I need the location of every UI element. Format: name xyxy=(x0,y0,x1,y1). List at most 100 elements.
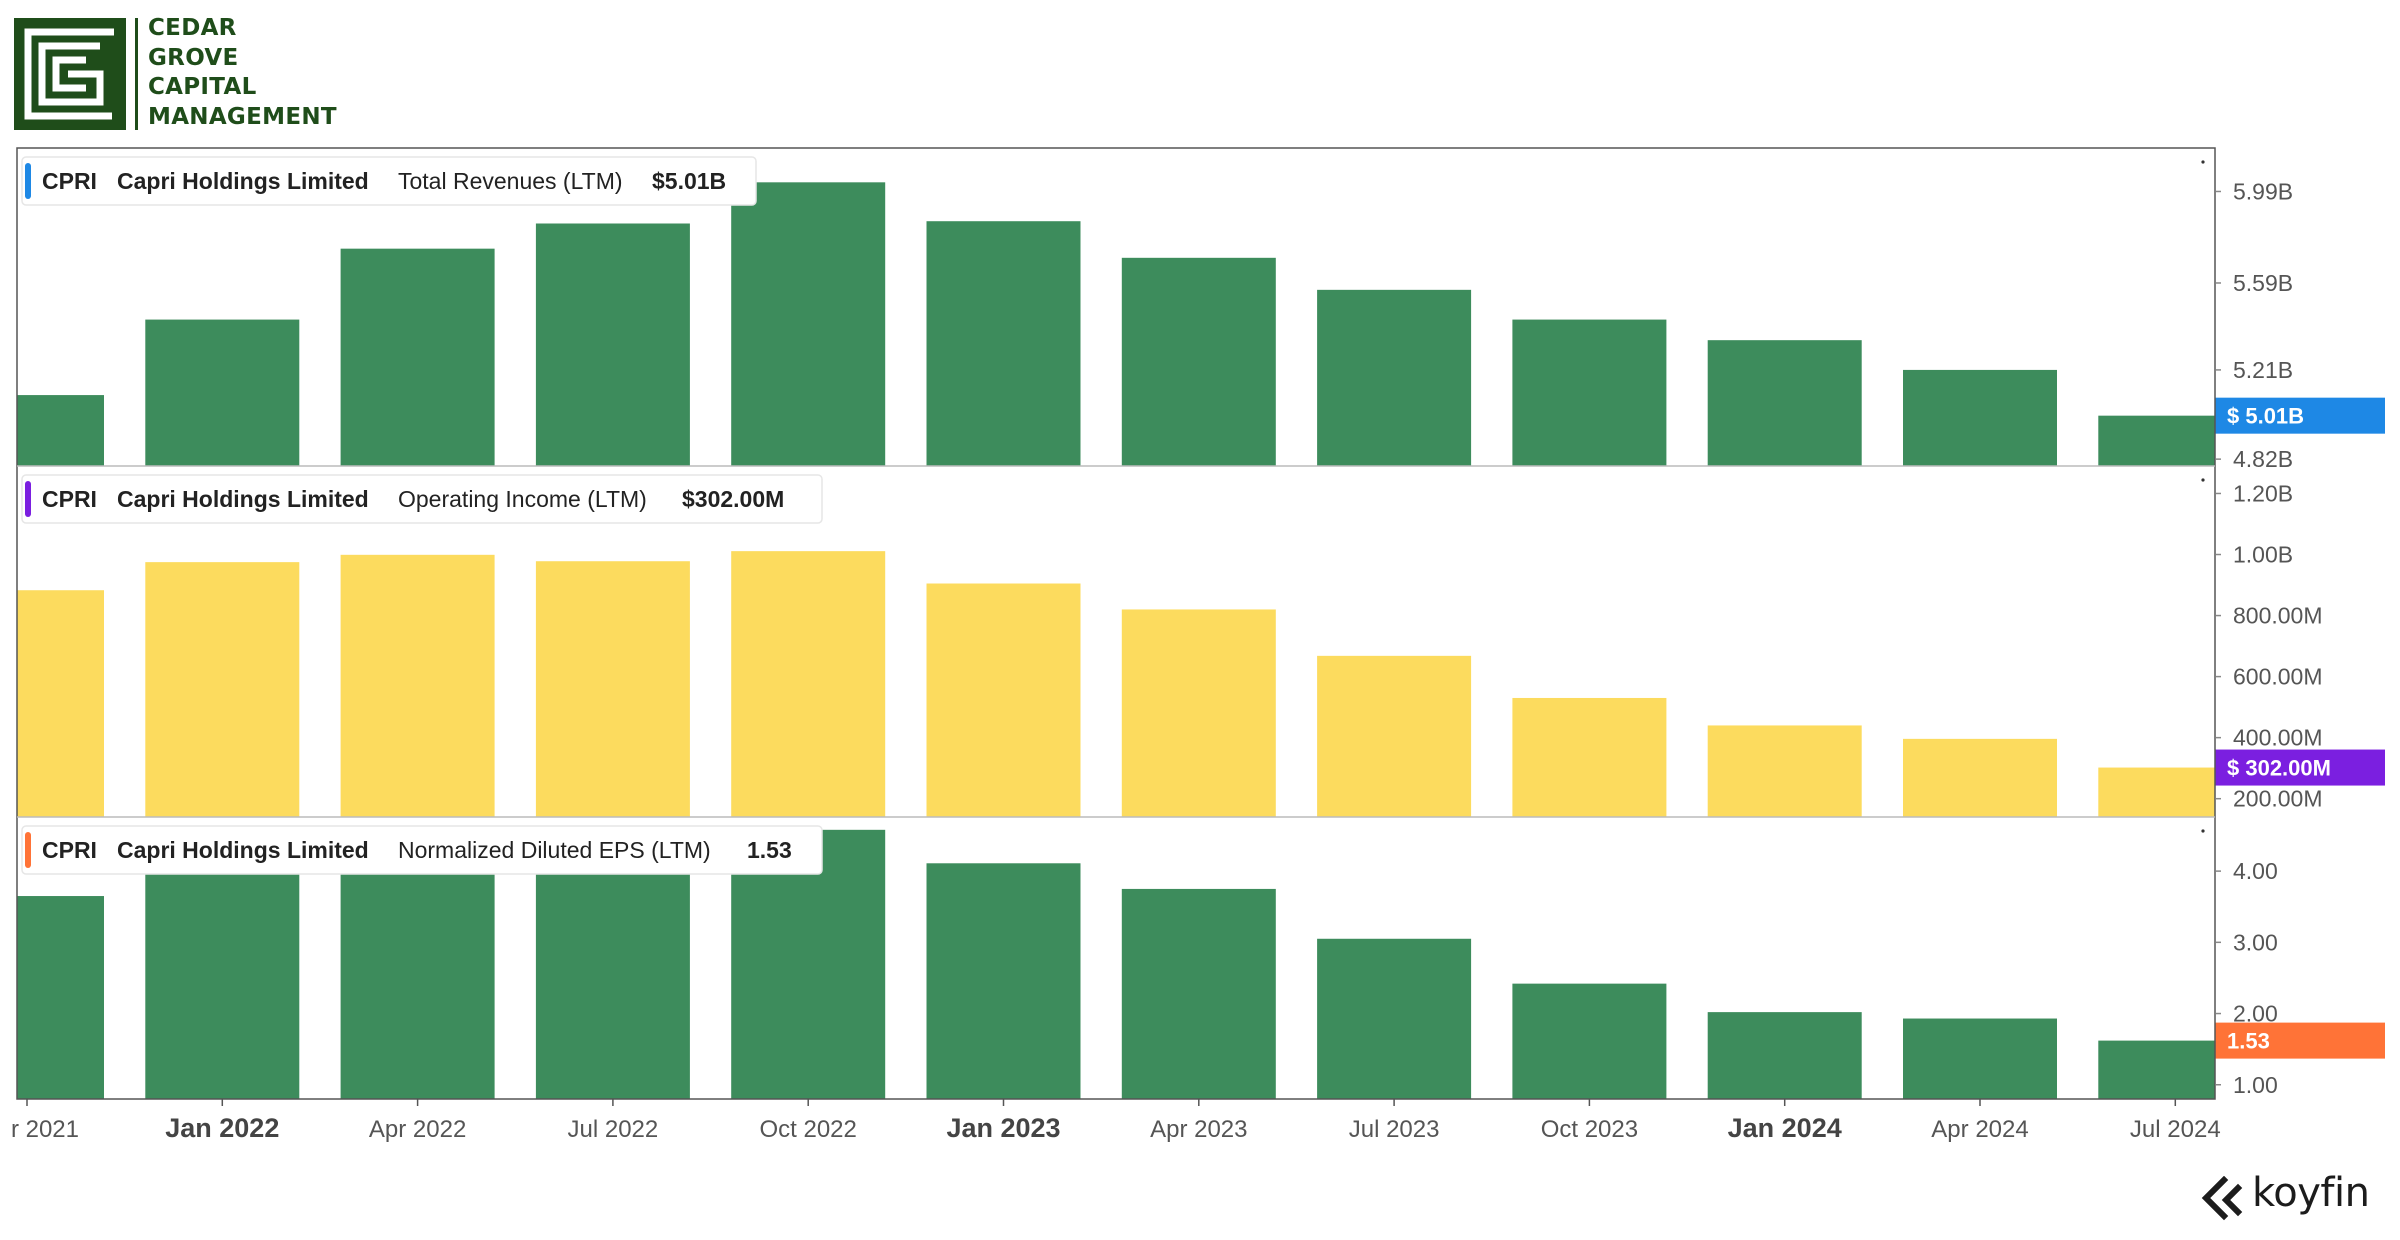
bar xyxy=(926,863,1081,1099)
x-tick-label: Jan 2024 xyxy=(1728,1113,1842,1143)
bar xyxy=(535,561,690,817)
panel-menu-dot xyxy=(2201,829,2205,833)
cedar-grove-logo: CEDAR GROVE CAPITAL MANAGEMENT xyxy=(14,14,374,132)
x-tick-label: r 2021 xyxy=(11,1116,79,1143)
logo-line: CAPITAL xyxy=(148,74,257,100)
y-tick-label: 400.00M xyxy=(2233,725,2323,751)
bar xyxy=(1707,725,1862,817)
panel-3: 1.00 2.00 3.00 4.00 1.53 CPRI Capri Holdings L… xyxy=(17,825,2385,1099)
panel-menu-dot xyxy=(2201,160,2205,164)
koyfin-watermark: koyfin xyxy=(2200,1168,2390,1224)
legend-company: Capri Holdings Limited xyxy=(117,486,369,512)
logo-divider xyxy=(135,18,138,130)
legend-box: CPRI Capri Holdings Limited Operating Inco… xyxy=(21,474,823,524)
cedar-grove-logo-icon xyxy=(14,18,126,130)
legend-frame xyxy=(21,825,823,875)
logo-line: CEDAR xyxy=(148,15,237,41)
x-tick-label: Oct 2022 xyxy=(759,1116,856,1143)
logo-wordmark: CEDAR GROVE CAPITAL MANAGEMENT xyxy=(148,14,337,132)
bar xyxy=(2098,1040,2215,1099)
price-tag xyxy=(2215,749,2385,786)
x-tick-label: Apr 2023 xyxy=(1150,1116,1247,1143)
logo-line: MANAGEMENT xyxy=(148,103,337,130)
x-tick-label: Jul 2023 xyxy=(1349,1116,1440,1143)
legend-box: CPRI Capri Holdings Limited Normalized Dil… xyxy=(21,825,823,875)
bar xyxy=(145,319,300,466)
legend-company: Capri Holdings Limited xyxy=(117,168,369,194)
bar xyxy=(1317,289,1472,466)
bar xyxy=(340,248,495,466)
y-tick-label: 5.99B xyxy=(2233,178,2293,204)
bar xyxy=(340,554,495,817)
bar xyxy=(1121,888,1276,1099)
x-tick-label: Jan 2023 xyxy=(946,1113,1060,1143)
logo-line: GROVE xyxy=(148,44,239,71)
bar xyxy=(1121,257,1276,466)
bar xyxy=(1707,1012,1862,1099)
bar xyxy=(1707,340,1862,466)
price-tag-label: $ 302.00M xyxy=(2227,756,2331,781)
legend-ticker: CPRI xyxy=(42,837,97,863)
bar xyxy=(145,562,300,817)
y-tick-label: 1.00B xyxy=(2233,542,2293,568)
x-tick-label: Jan 2022 xyxy=(165,1113,279,1143)
price-tag-label: $ 5.01B xyxy=(2227,404,2304,429)
y-tick-label: 3.00 xyxy=(2233,929,2278,955)
y-tick-label: 200.00M xyxy=(2233,786,2323,812)
bar xyxy=(1317,655,1472,817)
legend-box: CPRI Capri Holdings Limited Total Revenues… xyxy=(21,156,757,206)
y-tick-label: 4.00 xyxy=(2233,858,2278,884)
bars xyxy=(17,182,2215,466)
panel-menu-dot xyxy=(2201,478,2205,482)
y-tick-label: 1.00 xyxy=(2233,1072,2278,1098)
price-tag xyxy=(2215,1022,2385,1059)
bar xyxy=(1512,983,1667,1099)
legend-latest-value: $5.01B xyxy=(652,168,726,194)
legend-color-marker xyxy=(25,832,31,868)
bar xyxy=(340,855,495,1099)
bar xyxy=(731,182,886,466)
bar xyxy=(1903,1018,2057,1099)
y-tick-label: 4.82B xyxy=(2233,446,2293,472)
bar xyxy=(731,551,886,817)
x-tick-label: Oct 2023 xyxy=(1541,1116,1638,1143)
y-tick-label: 2.00 xyxy=(2233,1001,2278,1027)
bar xyxy=(2098,415,2215,466)
legend-metric: Total Revenues (LTM) xyxy=(398,168,623,194)
legend-ticker: CPRI xyxy=(42,486,97,512)
bar xyxy=(145,861,300,1099)
legend-latest-value: $302.00M xyxy=(682,486,784,512)
koyfin-logo-icon xyxy=(2201,1176,2243,1221)
panel-1: 4.82B 5.21B 5.59B 5.99B $ 5.01B CPRI Capri Hol… xyxy=(17,156,2385,472)
y-tick-label: 800.00M xyxy=(2233,603,2323,629)
x-axis: r 2021 Jan 2022 Apr 2022 Jul 2022 Oct 2022 Ja… xyxy=(11,1099,2221,1143)
bar xyxy=(535,223,690,466)
legend-ticker: CPRI xyxy=(42,168,97,194)
x-tick-label: Apr 2022 xyxy=(369,1116,466,1143)
bar xyxy=(17,590,104,817)
bars xyxy=(17,829,2215,1099)
legend-color-marker xyxy=(25,481,31,517)
y-tick-label: 600.00M xyxy=(2233,664,2323,690)
price-tag xyxy=(2215,397,2385,434)
bars xyxy=(17,551,2215,817)
bar xyxy=(17,896,104,1099)
legend-latest-value: 1.53 xyxy=(747,837,792,863)
legend-metric: Normalized Diluted EPS (LTM) xyxy=(398,837,711,863)
legend-frame xyxy=(21,156,757,206)
koyfin-wordmark: koyfin xyxy=(2252,1170,2370,1216)
y-tick-label: 5.59B xyxy=(2233,270,2293,296)
price-tag-label: 1.53 xyxy=(2227,1029,2270,1054)
legend-company: Capri Holdings Limited xyxy=(117,837,369,863)
panel-2: 200.00M 400.00M 600.00M 800.00M 1.00B 1.20B $ … xyxy=(17,474,2385,817)
x-tick-label: Jul 2024 xyxy=(2130,1116,2221,1143)
bar xyxy=(2098,767,2215,817)
bar xyxy=(1317,938,1472,1099)
x-tick-label: Jul 2022 xyxy=(568,1116,659,1143)
legend-color-marker xyxy=(25,163,31,199)
legend-frame xyxy=(21,474,823,524)
chart-frame xyxy=(16,147,2216,1100)
bar xyxy=(1512,319,1667,466)
bar xyxy=(1903,738,2057,817)
